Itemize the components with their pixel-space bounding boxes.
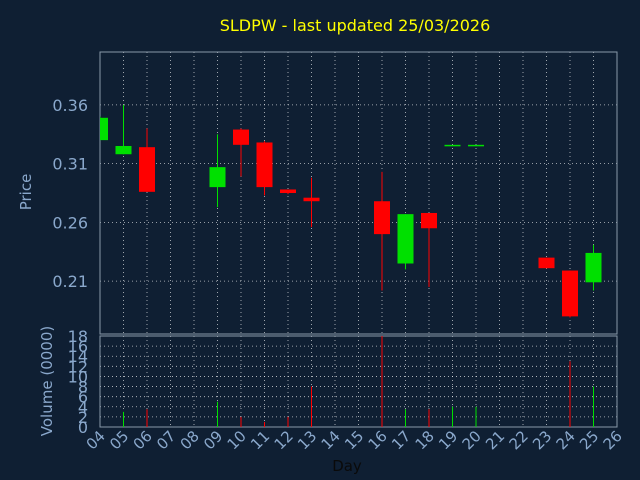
candle-body: [115, 146, 132, 155]
volume-tick-label: 14: [68, 347, 88, 366]
candle-body: [374, 201, 390, 235]
candle-body: [468, 144, 484, 147]
price-panel-frame: [99, 51, 618, 335]
volume-tick-label: 16: [68, 337, 88, 356]
y-tick-label: 0.26: [52, 213, 88, 232]
candle-body: [256, 142, 273, 188]
price-panel: 0.21 0.26 0.31 0.36: [52, 51, 618, 335]
volume-tick-label: 12: [68, 357, 88, 376]
y-axis-label: Price: [17, 174, 35, 211]
volume-tick-label: 6: [78, 388, 88, 407]
y-tick-label: 0.36: [52, 96, 88, 115]
x-axis-label: Day: [332, 457, 362, 475]
volume-axis-label: Volume (0000): [38, 326, 56, 436]
candle-body: [139, 147, 155, 192]
candle-body: [562, 270, 578, 317]
candle-body: [303, 197, 320, 202]
y-tick-label: 0.31: [52, 155, 88, 174]
chart-title: SLDPW - last updated 25/03/2026: [220, 16, 491, 35]
candle-body: [100, 117, 108, 141]
volume-tick-label: 10: [68, 367, 88, 386]
volume-tick-label: 0: [78, 418, 88, 437]
candle-body: [280, 189, 296, 193]
candle-body: [444, 144, 461, 147]
volume-tick-label: 4: [78, 398, 88, 417]
candles-group: [100, 104, 602, 318]
candle-body: [421, 212, 437, 229]
volume-tick-label: 18: [68, 327, 88, 346]
y-tick-label: 0.21: [52, 272, 88, 291]
candle-body: [209, 167, 226, 188]
volume-panel-frame: [99, 335, 618, 428]
candle-body: [233, 129, 249, 145]
x-axis: 0405060708091011121314151617181920212223…: [83, 427, 626, 453]
candle-body: [585, 252, 602, 283]
candle-body: [538, 257, 555, 269]
candle-body: [397, 214, 414, 264]
volume-tick-label: 8: [78, 378, 88, 397]
volume-tick-label: 2: [78, 408, 88, 427]
